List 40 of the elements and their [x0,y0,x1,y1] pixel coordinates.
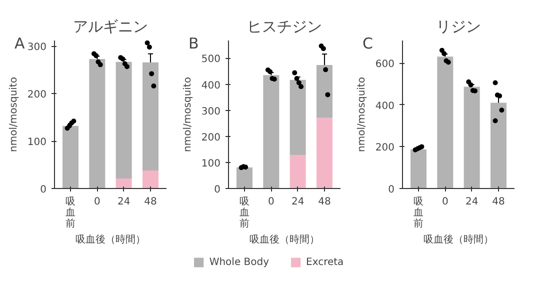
y-tick-label: 400 [375,100,395,112]
x-tick-label: 48 [318,196,331,208]
chart-title: リジン [436,18,481,36]
y-tick-label: 300 [27,42,47,54]
chart-title: アルギニン [73,18,148,36]
y-tick-label: 200 [375,142,395,154]
x-tick-label: 吸血前 [414,196,424,230]
y-axis-title: nmol/mosquito [8,77,20,152]
chart-title: ヒスチジン [247,18,322,36]
text: B [188,34,199,52]
y-tick-label: 200 [201,132,221,144]
y-tick-label: 500 [201,54,221,66]
x-tick-label: 0 [94,196,100,208]
y-tick-label: 200 [27,90,47,101]
y-axis-title: nmol/mosquito [356,77,368,152]
x-tick-label: 0 [442,196,448,208]
y-tick-label: 0 [388,184,395,196]
x-tick-label: 48 [144,196,157,208]
y-tick-label: 100 [201,158,221,170]
x-tick-label: 24 [291,196,304,208]
x-tick-label: 48 [492,196,505,208]
y-tick-label: 400 [201,80,221,92]
y-tick-label: 0 [40,184,47,196]
x-tick-label: 0 [268,196,274,208]
x-axis-title: 吸血後（時間） [424,234,494,246]
legend-label: Whole Body [209,256,270,268]
x-tick-label: 吸血前 [240,196,250,230]
y-tick-label: 100 [27,137,47,148]
x-tick-label: 24 [465,196,478,208]
text: C [362,34,373,52]
y-tick-label: 0 [214,184,221,196]
x-tick-label: 24 [117,196,130,208]
y-axis-title: nmol/mosquito [182,77,194,152]
legend-label: Excreta [306,256,344,268]
x-axis-title: 吸血後（時間） [250,234,320,246]
y-tick-label: 300 [201,106,221,118]
text: A [14,34,26,52]
x-tick-label: 吸血前 [66,196,76,230]
x-axis-title: 吸血後（時間） [76,234,146,246]
y-tick-label: 600 [375,59,395,70]
